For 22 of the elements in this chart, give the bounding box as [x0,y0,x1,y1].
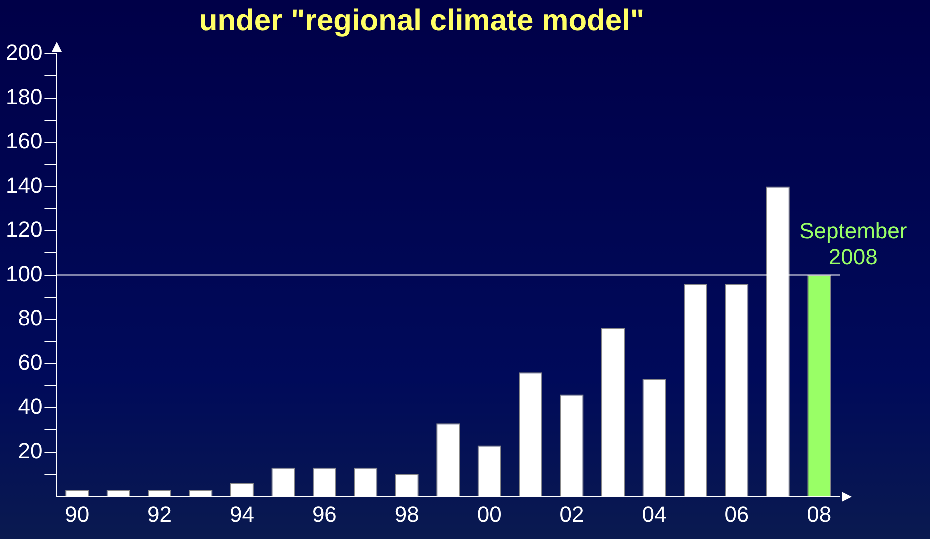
x-tick-label: 08 [807,502,832,527]
x-tick-label: 04 [642,502,667,527]
y-tick-label: 40 [18,394,43,420]
x-tick-label: 94 [230,502,254,527]
y-tick-label: 100 [6,261,43,286]
y-tick-label: 160 [6,128,43,154]
y-tick-label: 20 [18,438,43,464]
x-tick-label: 00 [477,502,502,527]
x-tick-label: 06 [724,502,750,527]
y-tick-label: 200 [6,40,43,66]
chart-title: under "regional climate model" [199,4,645,38]
y-tick-label: 60 [18,350,43,375]
y-tick-label: 180 [6,84,43,110]
y-tick-label: 140 [6,172,43,198]
annotation: September 2008 [800,218,908,270]
x-tick-label: 96 [312,502,337,527]
x-tick-label: 02 [560,502,584,527]
y-tick-label: 80 [18,306,43,331]
x-tick-label: 98 [394,502,420,527]
x-tick-label: 92 [148,502,172,527]
x-tick-label: 90 [65,502,90,527]
y-tick-label: 120 [6,217,43,242]
